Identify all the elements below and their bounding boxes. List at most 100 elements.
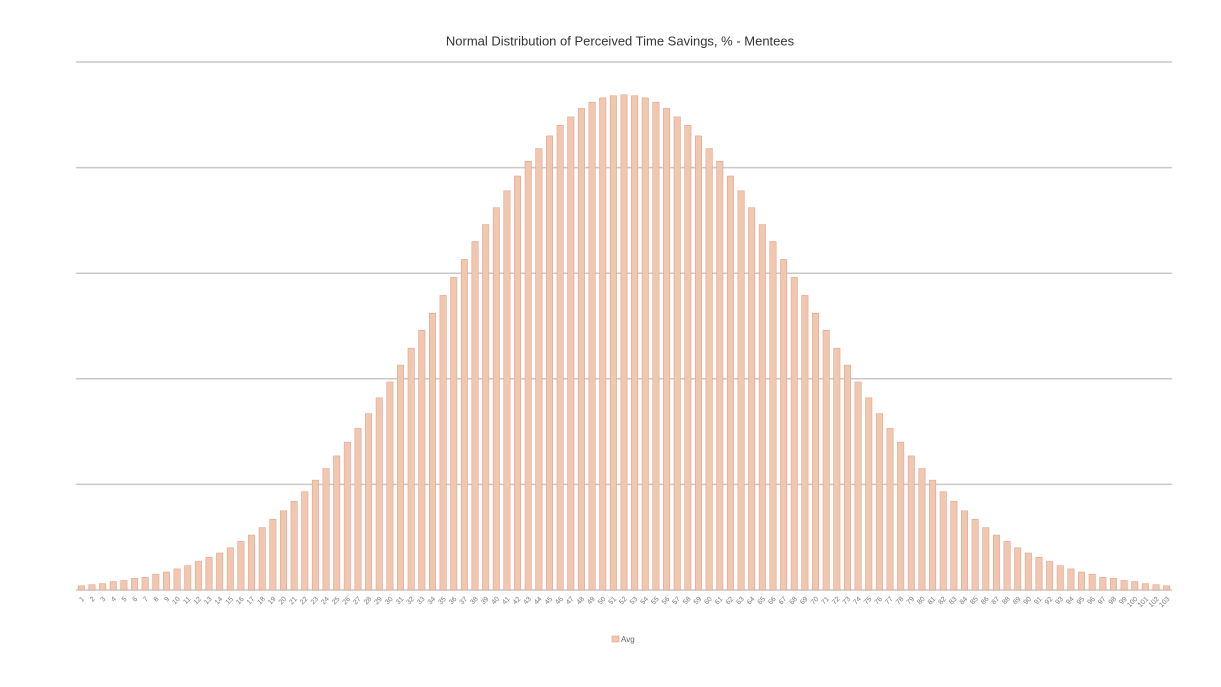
bar (343, 441, 351, 591)
x-tick-label: 57 (671, 596, 682, 607)
bar (418, 329, 426, 591)
x-tick-label: 76 (874, 596, 885, 607)
bar (1099, 577, 1107, 591)
x-tick-label: 72 (831, 596, 842, 607)
bar (109, 581, 117, 591)
bar (950, 500, 958, 591)
bar (567, 116, 575, 591)
bar (503, 190, 511, 591)
x-tick-label: 90 (1023, 596, 1034, 607)
bar (748, 207, 756, 591)
bar (726, 175, 734, 591)
bar (790, 277, 798, 591)
x-tick-label: 33 (416, 596, 427, 607)
bar (780, 259, 788, 591)
bar (524, 160, 532, 591)
x-tick-label: 91 (1033, 596, 1044, 607)
x-tick-label: 5 (121, 596, 129, 604)
bar (173, 568, 181, 591)
bar (631, 95, 639, 591)
bar (1078, 571, 1086, 591)
bar (269, 518, 277, 591)
bar (812, 313, 820, 591)
bar (588, 101, 596, 591)
x-tick-label: 35 (437, 596, 448, 607)
x-tick-label: 78 (895, 596, 906, 607)
x-tick-label: 94 (1065, 596, 1076, 607)
bar (961, 510, 968, 591)
x-tick-label: 62 (725, 596, 736, 607)
x-tick-label: 84 (959, 596, 970, 607)
x-tick-label: 49 (586, 596, 597, 607)
x-tick-label: 99 (1118, 596, 1129, 607)
bar (492, 207, 500, 591)
bar (184, 565, 192, 591)
legend-label: Avg (621, 635, 635, 644)
x-tick-label: 6 (132, 596, 140, 604)
x-tick-label: 88 (1001, 596, 1012, 607)
x-tick-label: 80 (916, 596, 927, 607)
bar (280, 510, 287, 591)
x-tick-label: 29 (374, 596, 385, 607)
bar (301, 491, 309, 591)
x-tick-label: 46 (554, 596, 565, 607)
x-tick-label: 82 (937, 596, 948, 607)
x-tick-label: 24 (320, 596, 331, 607)
bar (1024, 552, 1032, 591)
x-tick-label: 75 (863, 596, 874, 607)
x-tick-label: 60 (703, 596, 714, 607)
bar (1035, 556, 1043, 591)
x-tick-label: 32 (405, 596, 416, 607)
x-tick-label: 63 (735, 596, 746, 607)
bar (897, 441, 905, 591)
bar (131, 578, 139, 591)
bar (663, 108, 671, 591)
x-tick-label: 4 (110, 596, 118, 604)
bar (322, 468, 330, 591)
bar (450, 277, 458, 591)
bar (152, 573, 160, 591)
bar (1088, 573, 1096, 591)
bar (1109, 578, 1117, 591)
x-tick-label: 7 (142, 596, 150, 604)
bar (556, 125, 564, 591)
bar (439, 295, 447, 591)
x-tick-label: 85 (969, 596, 980, 607)
x-tick-label: 97 (1097, 596, 1108, 607)
bar (1056, 565, 1064, 591)
bar (546, 135, 554, 591)
bar (535, 148, 543, 591)
x-tick-label: 95 (1076, 596, 1087, 607)
x-tick-label: 93 (1055, 596, 1066, 607)
x-tick-label: 18 (256, 596, 267, 607)
bar (833, 347, 841, 591)
x-tick-label: 23 (310, 596, 321, 607)
x-tick-label: 39 (480, 596, 491, 607)
x-tick-label: 87 (991, 596, 1002, 607)
bar (641, 97, 649, 591)
x-tick-label: 16 (235, 596, 246, 607)
x-tick-label: 12 (193, 596, 204, 607)
bar (886, 428, 894, 591)
bar (865, 397, 873, 591)
x-tick-label: 68 (789, 596, 800, 607)
bar (237, 541, 245, 591)
x-tick-label: 52 (618, 596, 629, 607)
x-tick-label: 30 (384, 596, 395, 607)
bar (854, 381, 862, 591)
x-tick-label: 61 (714, 596, 725, 607)
x-tick-label: 31 (395, 596, 406, 607)
bar (226, 547, 234, 591)
bar (248, 534, 256, 591)
x-tick-label: 21 (288, 596, 299, 607)
bar (290, 500, 298, 591)
bar (258, 527, 266, 591)
bar (216, 552, 224, 591)
bar (684, 125, 692, 591)
x-tick-label: 54 (640, 596, 651, 607)
x-tick-label: 2 (89, 596, 97, 604)
bar (365, 413, 373, 591)
bar (194, 561, 202, 591)
x-tick-label: 3 (100, 596, 108, 604)
bar (971, 518, 979, 591)
